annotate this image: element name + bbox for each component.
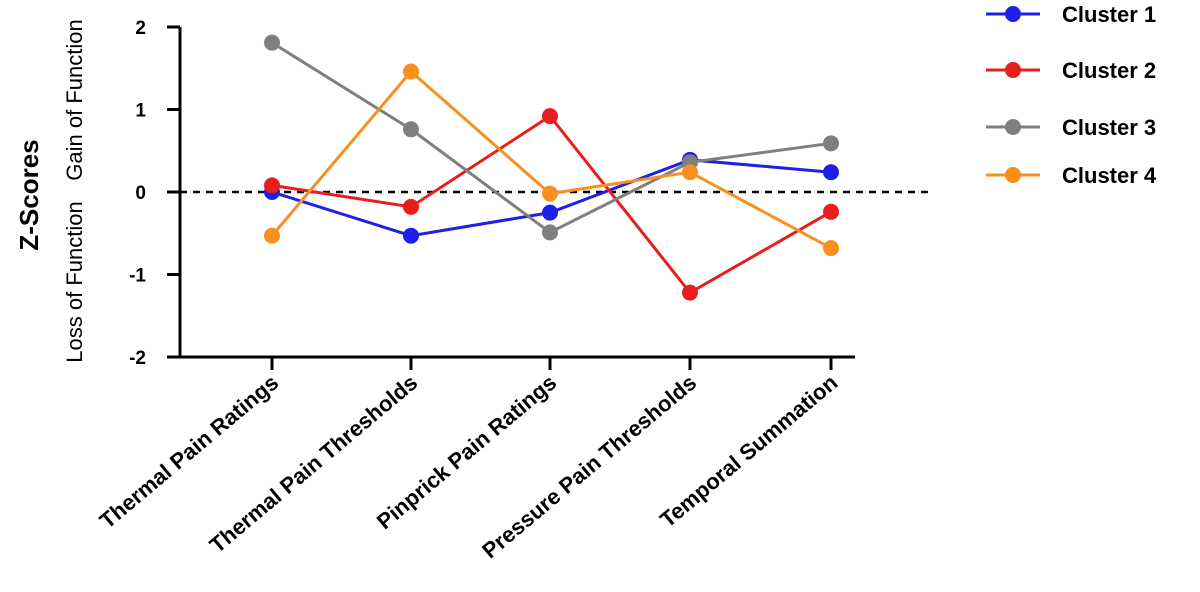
y-axis: 2 1 0 -1 -2 [129, 18, 182, 369]
legend-swatch-marker [1005, 167, 1021, 183]
legend-item: Cluster 1 [986, 2, 1156, 27]
data-point [823, 164, 839, 181]
y-axis-subtitle-loss: Loss of Function [62, 201, 87, 362]
data-point [542, 224, 558, 241]
y-tick-label: 1 [135, 101, 146, 122]
data-point [823, 203, 839, 220]
legend-swatch-marker [1005, 6, 1021, 22]
data-point [542, 108, 558, 125]
legend-label: Cluster 4 [1062, 163, 1157, 188]
legend-swatch-marker [1005, 62, 1021, 78]
data-point [403, 63, 419, 80]
legend-label: Cluster 3 [1062, 115, 1156, 140]
legend-item: Cluster 4 [986, 163, 1157, 188]
y-axis-subtitle-gain: Gain of Function [62, 19, 87, 180]
series-lines [264, 34, 839, 301]
data-point [264, 227, 280, 244]
y-tick-label: 2 [135, 18, 146, 39]
data-point [264, 177, 280, 194]
y-tick-label: 0 [135, 183, 146, 204]
data-point [823, 135, 839, 152]
y-tick-label: -2 [129, 348, 146, 369]
series-2 [264, 108, 839, 301]
data-point [682, 284, 698, 301]
legend-item: Cluster 3 [986, 115, 1156, 140]
data-point [403, 227, 419, 244]
y-tick-label: -1 [129, 266, 146, 287]
data-point [403, 121, 419, 138]
y-axis-title: Z-Scores [14, 139, 44, 250]
data-point [682, 164, 698, 181]
legend-swatch-marker [1005, 119, 1021, 135]
legend-item: Cluster 2 [986, 58, 1156, 83]
data-point [403, 198, 419, 215]
legend-label: Cluster 2 [1062, 58, 1156, 83]
series-line [270, 69, 832, 250]
series-4 [264, 63, 839, 257]
legend: Cluster 1 Cluster 2 Cluster 3 Cluster 4 [986, 2, 1157, 188]
data-point [264, 34, 280, 51]
legend-label: Cluster 1 [1062, 2, 1156, 27]
data-point [542, 185, 558, 202]
data-point [823, 240, 839, 257]
data-point [542, 204, 558, 221]
